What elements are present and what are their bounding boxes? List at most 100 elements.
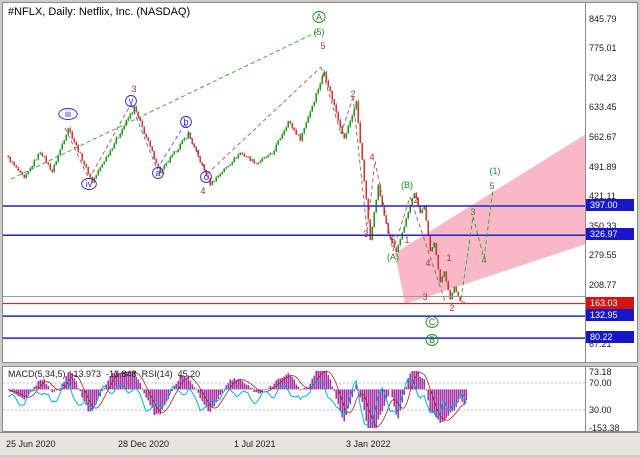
macd-main-value: -13.973 <box>70 369 102 379</box>
indicator-scale-label: 73.18 <box>589 367 612 377</box>
wave-label: 4 <box>425 258 430 268</box>
macd-name: MACD(5,34,5) <box>8 369 66 379</box>
wave-label: 4 <box>369 152 374 162</box>
wave-label: A <box>316 12 322 22</box>
time-axis: 25 Jun 2020 28 Dec 2020 1 Jul 2021 3 Jan 20… <box>0 432 640 455</box>
indicator-scale-label: 70.00 <box>589 378 612 388</box>
time-label: 25 Jun 2020 <box>6 439 56 449</box>
trend-line[interactable] <box>352 96 368 232</box>
trend-line[interactable] <box>64 127 90 180</box>
wave-label: 1 <box>339 125 344 135</box>
price-axis-tick: 421.11 <box>589 191 616 201</box>
wave-label: (5) <box>314 27 325 37</box>
price-axis-tick: 704.23 <box>589 73 617 83</box>
trend-line[interactable] <box>374 160 394 252</box>
wave-label: C <box>429 317 436 327</box>
price-chart-panel[interactable]: iii v iv a b c A C B (5) (B) (A) (1) 3 4 5 5 3 4 1 2 4 3 5 1 2 4 1 3… <box>2 2 586 363</box>
rsi-line <box>8 377 467 426</box>
wave-label: v <box>129 96 134 106</box>
price-axis-tick: 633.45 <box>589 102 617 112</box>
macd-signal-value: -13.848 <box>106 369 137 379</box>
wave-label: b <box>183 117 188 127</box>
wave-label: (B) <box>401 180 413 190</box>
wave-label: 3 <box>470 207 475 217</box>
price-axis-tick: 562.67 <box>589 132 617 142</box>
wave-label: 3 <box>363 229 368 239</box>
trend-line[interactable] <box>483 188 494 259</box>
indicator-scale-label: -153.38 <box>589 423 620 432</box>
trend-line[interactable] <box>184 123 208 175</box>
forecast-zone[interactable] <box>395 134 585 304</box>
price-axis-tick: 845.79 <box>589 14 617 24</box>
price-axis-tick: 279.55 <box>589 250 617 260</box>
wave-label: (A) <box>387 252 399 262</box>
price-level-tag-132.95[interactable]: 132.95 <box>586 309 634 321</box>
time-label: 1 Jul 2021 <box>234 439 276 449</box>
trend-line[interactable] <box>472 216 485 259</box>
macd-histogram <box>7 371 467 428</box>
wave-label: 3 <box>422 292 427 302</box>
wave-label-circle <box>312 11 326 23</box>
indicator-scale-label: 30.00 <box>589 405 612 415</box>
price-level-tag-80.22[interactable]: 80.22 <box>586 331 634 343</box>
price-level-tag-163.03[interactable]: 163.03 <box>586 297 634 309</box>
indicator-label: MACD(5,34,5) -13.973 -13.848 RSI(14) 45.20 <box>8 369 205 379</box>
trend-line[interactable] <box>130 103 158 170</box>
price-axis-tick: 67.21 <box>589 339 612 349</box>
time-label: 3 Jan 2022 <box>346 439 391 449</box>
wave-label: 4 <box>481 255 486 265</box>
macd-signal-line <box>7 370 467 428</box>
wave-label: iii <box>65 109 71 119</box>
price-axis-tick: 350.33 <box>589 221 617 231</box>
time-label: 28 Dec 2020 <box>118 439 170 449</box>
rsi-name: RSI(14) <box>141 369 173 379</box>
wave-label-circle <box>125 95 137 107</box>
wave-label-circle <box>152 167 164 179</box>
indicator-canvas[interactable] <box>3 367 585 431</box>
wave-label: B <box>429 335 435 345</box>
wave-label: (1) <box>490 166 501 176</box>
price-axis-tick: 208.77 <box>589 280 617 290</box>
wave-label: 5 <box>390 235 395 245</box>
wave-label: a <box>155 168 160 178</box>
trend-line[interactable] <box>10 30 320 180</box>
wave-label: 2 <box>350 89 355 99</box>
price-level-tag-326.97[interactable]: 326.97 <box>586 228 634 240</box>
wave-label: 5 <box>320 41 325 51</box>
indicator-axis: 73.18 70.00 30.00 -153.38 <box>586 366 638 432</box>
trend-line[interactable] <box>156 123 186 170</box>
trend-line[interactable] <box>320 66 342 135</box>
wave-label-circle <box>425 334 439 346</box>
price-level-lines <box>3 205 585 339</box>
trend-line[interactable] <box>88 103 132 180</box>
trend-line[interactable] <box>366 160 376 232</box>
trend-line[interactable] <box>206 66 322 175</box>
wave-label: 1 <box>446 253 451 263</box>
wave-label: 2 <box>449 303 454 313</box>
wave-label: 3 <box>131 84 136 94</box>
wave-label: 4 <box>200 186 205 196</box>
trend-line[interactable] <box>409 196 446 302</box>
trend-line[interactable] <box>392 196 411 252</box>
trend-lines <box>10 30 494 302</box>
wave-label: iv <box>86 179 93 189</box>
wave-label: 2 <box>413 195 418 205</box>
symbol-title: #NFLX, Daily: Netflix, Inc. (NASDAQ) <box>8 6 191 18</box>
wave-label-circle <box>81 178 97 190</box>
wave-label: c <box>204 172 209 182</box>
wave-label: 1 <box>404 235 409 245</box>
wave-label: 5 <box>489 181 494 191</box>
price-axis-tick: 775.01 <box>589 43 617 53</box>
indicator-panel[interactable]: MACD(5,34,5) -13.973 -13.848 RSI(14) 45.20 <box>2 366 586 432</box>
price-level-tag-397.00[interactable]: 397.00 <box>586 199 634 211</box>
rsi-value: 45.20 <box>177 369 201 379</box>
candlesticks <box>7 69 467 305</box>
wave-label-circle <box>58 108 78 120</box>
wave-label-circle <box>180 116 192 128</box>
wave-label-circle <box>200 171 212 183</box>
price-axis: 845.79 775.01 704.23 633.45 562.67 491.89 421.… <box>586 2 638 363</box>
price-axis-tick: 491.89 <box>589 162 617 172</box>
